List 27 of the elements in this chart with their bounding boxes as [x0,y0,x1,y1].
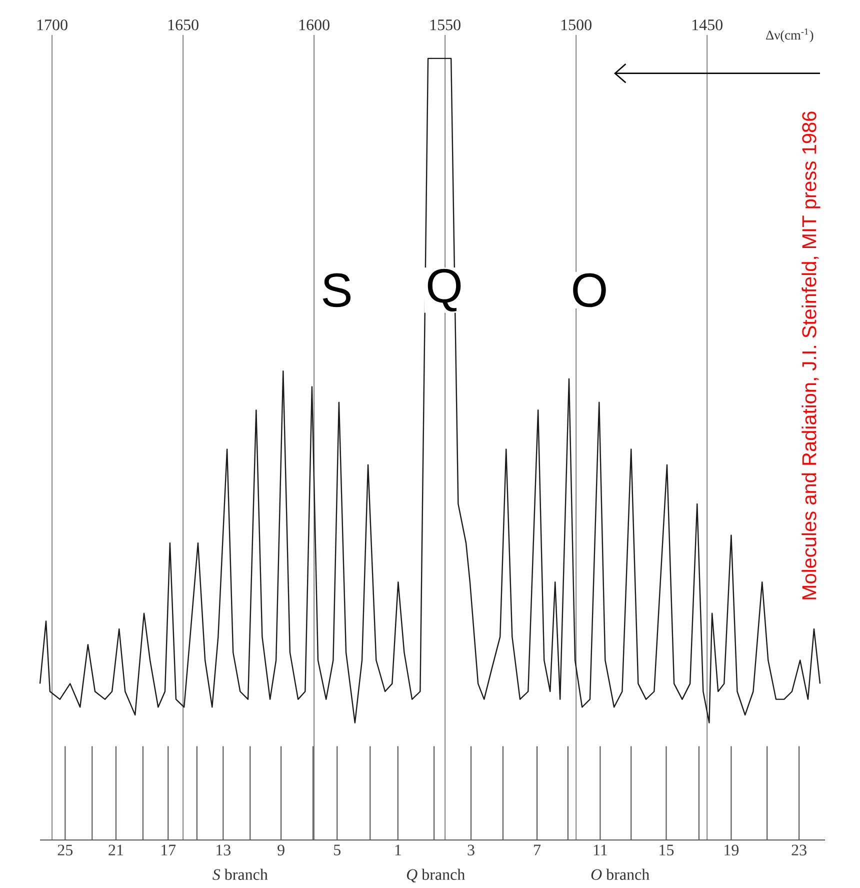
annotation: 9 [278,844,284,856]
annotation: 11 [594,844,607,856]
annotation: 15 [660,844,674,856]
annotation: 17 [162,844,176,856]
x-axis-title: Δν(cm$^{-1}$) [766,28,814,42]
x-tick-label: 1700 [37,19,68,30]
x-tick-label: 1550 [430,19,460,30]
annotation: S [322,273,351,308]
annotation: 19 [724,844,739,856]
x-tick-label: 1600 [299,19,330,30]
annotation: 5 [334,844,340,856]
text: O branch [591,868,650,880]
annotation: 1 [395,844,401,856]
annotation: Molecules and Radiation, J.I. Steinfeld, MIT press 1986 [802,112,820,600]
x-tick-label: 1500 [561,19,592,30]
annotation: 25 [58,844,73,856]
annotation: 23 [792,844,806,856]
x-tick-label: 1450 [692,19,722,30]
x-tick-label: 1650 [168,19,198,30]
annotation: O [573,273,606,308]
text: Q branch [406,868,465,882]
annotation: 3 [468,844,474,856]
annotation: Q [428,268,461,312]
annotation: 13 [216,844,231,856]
annotation: 21 [108,844,124,856]
annotation: 7 [534,844,541,856]
text: S branch [212,868,268,880]
